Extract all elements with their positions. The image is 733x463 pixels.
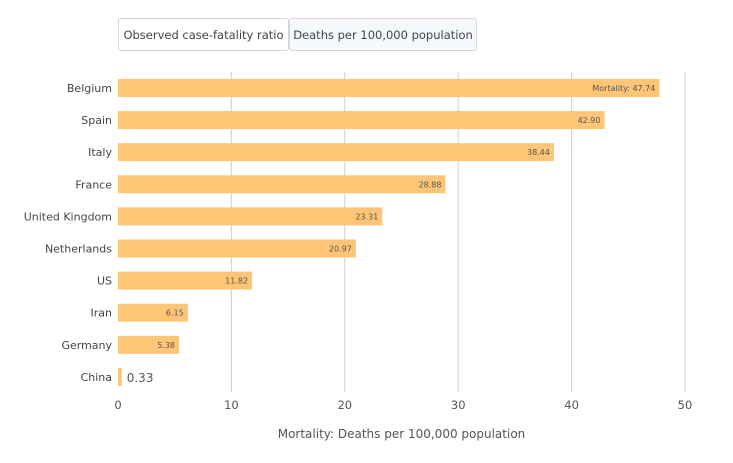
- bar[interactable]: [118, 303, 188, 322]
- bar[interactable]: [118, 367, 122, 386]
- category-label: Netherlands: [45, 243, 112, 256]
- x-tick-label: 0: [114, 398, 121, 412]
- data-label: 6.15: [166, 309, 184, 318]
- bar[interactable]: [118, 143, 554, 162]
- x-tick-label: 30: [451, 398, 466, 412]
- x-axis-title: Mortality: Deaths per 100,000 population: [278, 427, 526, 441]
- category-label: Belgium: [67, 82, 112, 95]
- data-label: 42.90: [578, 116, 601, 125]
- category-label: US: [97, 275, 112, 288]
- tab-deaths-per-100k[interactable]: Deaths per 100,000 population: [289, 18, 477, 51]
- category-label: Germany: [61, 339, 112, 352]
- tab-observed-case-fatality-ratio[interactable]: Observed case-fatality ratio: [118, 18, 289, 51]
- bar[interactable]: [118, 239, 356, 258]
- bar[interactable]: [118, 111, 605, 130]
- data-label: 28.88: [419, 180, 442, 189]
- category-label: Iran: [91, 307, 113, 320]
- data-label: 0.33: [127, 371, 154, 385]
- data-label: 23.31: [355, 212, 378, 221]
- x-tick-label: 10: [224, 398, 239, 412]
- category-label: Spain: [81, 114, 112, 127]
- category-label: China: [81, 371, 112, 384]
- data-label: 20.97: [329, 245, 352, 254]
- data-label: 5.38: [157, 341, 175, 350]
- bar[interactable]: [118, 79, 660, 97]
- x-tick-label: 40: [564, 398, 579, 412]
- category-label: United Kingdom: [24, 210, 112, 223]
- bar[interactable]: [118, 271, 253, 290]
- data-label: 38.44: [527, 148, 550, 157]
- bar[interactable]: [118, 335, 180, 354]
- x-tick-label: 20: [337, 398, 352, 412]
- category-label: Italy: [88, 146, 112, 159]
- category-label: France: [75, 178, 112, 191]
- data-label: 11.82: [225, 277, 248, 286]
- data-label: Mortality: 47.74: [592, 84, 655, 93]
- bar[interactable]: [118, 175, 446, 194]
- bar[interactable]: [118, 207, 383, 226]
- x-tick-label: 50: [678, 398, 693, 412]
